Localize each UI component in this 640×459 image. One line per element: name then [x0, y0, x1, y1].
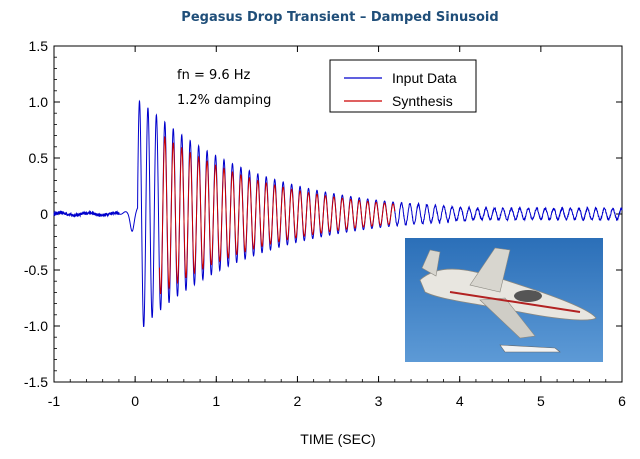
y-tick-label: 1.0 [29, 94, 49, 110]
y-axis: 1.5 1.0 0.5 0 -0.5 -1.0 -1.5 [24, 38, 622, 390]
annotation-frequency: fn = 9.6 Hz [177, 68, 251, 83]
airplane-stripe [449, 291, 581, 313]
x-tick-label: 5 [537, 393, 545, 409]
airplane-photo [405, 238, 603, 362]
annotation-damping: 1.2% damping [177, 93, 271, 108]
x-tick-label: 3 [375, 393, 383, 409]
x-axis-label: TIME (SEC) [300, 431, 375, 447]
airplane-engine [514, 290, 542, 302]
y-tick-label: -1.0 [24, 318, 48, 334]
y-tick-label: 0 [40, 206, 48, 222]
legend-entry-synthesis: Synthesis [392, 93, 453, 109]
x-tick-label: -1 [48, 393, 61, 409]
y-tick-label: 0.5 [29, 150, 49, 166]
x-tick-label: 0 [131, 393, 139, 409]
x-tick-label: 6 [618, 393, 626, 409]
legend-entry-input-data: Input Data [392, 70, 457, 86]
series-layer [53, 99, 623, 328]
y-tick-label: 1.5 [29, 38, 49, 54]
x-tick-label: 2 [294, 393, 302, 409]
y-tick-label: -1.5 [24, 374, 48, 390]
series-line-synthesis [158, 135, 396, 295]
pegasus-rocket [499, 344, 561, 353]
legend-box [329, 59, 477, 113]
x-tick-label: 4 [456, 393, 464, 409]
chart-title: Pegasus Drop Transient – Damped Sinusoid [181, 10, 498, 25]
y-tick-label: -0.5 [24, 262, 48, 278]
legend: Input Data Synthesis [329, 59, 477, 113]
x-axis: -1 0 1 2 3 4 5 6 [48, 46, 626, 409]
airplane-tail [421, 249, 441, 277]
series-line-input-data [53, 99, 623, 328]
airplane-wing-upper [469, 247, 511, 293]
x-tick-label: 1 [212, 393, 220, 409]
